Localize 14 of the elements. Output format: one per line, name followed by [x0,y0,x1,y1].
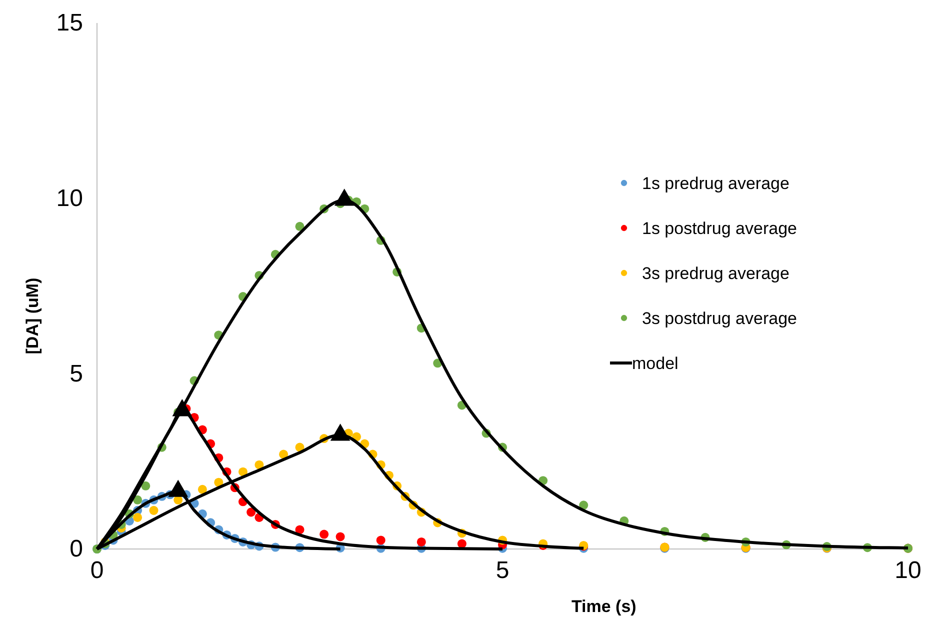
legend-label: 3s postdrug average [642,308,797,328]
y-tick-label: 5 [70,360,83,388]
y-axis-title: [DA] (uM) [23,278,42,354]
x-tick-label: 5 [496,557,510,584]
y-tick-label: 0 [70,536,83,563]
legend-label: model [632,354,678,373]
y-tick-label: 10 [56,185,83,212]
legend-label: 1s postdrug average [642,218,797,238]
x-tick-label: 10 [894,557,922,584]
y-tick-label: 15 [56,10,83,37]
x-tick-label: 0 [90,557,104,584]
legend-label: 1s predrug average [642,174,790,193]
x-axis-title: Time (s) [571,597,636,616]
legend-label: 3s predrug average [642,264,790,283]
